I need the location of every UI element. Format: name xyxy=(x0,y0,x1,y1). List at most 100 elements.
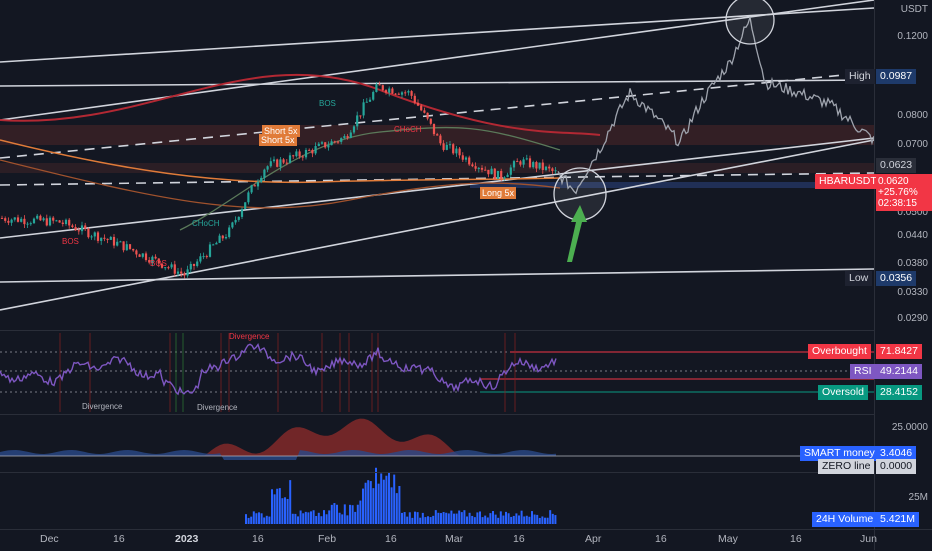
candle-body xyxy=(330,141,333,146)
candle-body xyxy=(439,135,442,144)
zero-line-label: ZERO line xyxy=(818,459,875,474)
bos-label: BOS xyxy=(62,237,79,246)
candle-body xyxy=(304,149,308,158)
candle-body xyxy=(202,256,205,258)
ma-red xyxy=(0,73,601,136)
candle-body xyxy=(221,235,224,239)
candle-body xyxy=(112,236,116,246)
candle-body xyxy=(471,164,474,167)
price-tick: 0.0800 xyxy=(897,110,928,121)
candle-body xyxy=(80,225,84,232)
candle-body xyxy=(410,91,413,96)
volume-bar xyxy=(250,516,253,524)
choch-label: CHoCH xyxy=(394,125,422,134)
candle-body xyxy=(253,185,256,187)
zero-line-value: 0.0000 xyxy=(876,459,917,474)
volume-bar xyxy=(273,494,276,524)
volume-bar xyxy=(359,500,362,524)
volume-bar xyxy=(338,512,341,524)
volume-bar xyxy=(411,517,414,524)
volume-bar xyxy=(364,482,367,524)
candle-body xyxy=(407,91,410,93)
candle-body xyxy=(292,155,295,157)
volume-bar xyxy=(525,515,528,524)
candle-body xyxy=(522,159,525,165)
candle-body xyxy=(442,143,445,150)
candle-body xyxy=(100,237,103,241)
volume-bar xyxy=(447,513,450,524)
candle-body xyxy=(359,115,362,117)
volume-bar xyxy=(351,505,354,524)
candle-body xyxy=(554,170,557,172)
volume-bar xyxy=(408,512,411,524)
candle-body xyxy=(384,90,388,93)
volume-bar xyxy=(369,481,372,524)
overbought-label: Overbought xyxy=(808,344,871,359)
mid-level-value: 0.0623 xyxy=(876,158,917,173)
candle-body xyxy=(52,217,55,221)
candle-body xyxy=(144,253,148,261)
volume-bar xyxy=(479,511,481,524)
candle-body xyxy=(429,118,432,124)
smart-money-blue-area xyxy=(0,450,556,460)
volume-bar xyxy=(310,511,312,524)
low-label: Low xyxy=(845,271,873,286)
bos-label: BOS xyxy=(319,99,336,108)
candle-body xyxy=(343,136,346,139)
candle-body xyxy=(20,218,23,222)
candle-body xyxy=(250,185,253,193)
volume-bar xyxy=(416,512,419,524)
candle-body xyxy=(311,149,314,154)
price-change: +25.76% xyxy=(878,187,918,198)
volume-bar xyxy=(424,517,427,524)
candle-body xyxy=(266,166,269,170)
volume-bar xyxy=(255,513,258,524)
candle-body xyxy=(173,264,176,274)
volume-bar xyxy=(343,504,346,524)
candle-body xyxy=(160,263,164,268)
candle-body xyxy=(324,142,327,148)
low-value: 0.0356 xyxy=(876,271,917,286)
volume-bar xyxy=(304,511,307,524)
rsi-line xyxy=(0,343,557,396)
candle-body xyxy=(167,267,170,269)
volume-bar xyxy=(398,485,401,524)
pane-separator-volume[interactable] xyxy=(0,472,932,473)
projection-line xyxy=(557,16,875,195)
candle-body xyxy=(0,217,4,219)
price-tick: 0.0380 xyxy=(897,258,928,269)
candle-body xyxy=(551,168,554,171)
candle-body xyxy=(484,169,487,171)
volume-bar xyxy=(453,513,455,524)
candle-body xyxy=(282,159,285,163)
candle-body xyxy=(381,85,384,91)
candle-body xyxy=(170,264,173,268)
candle-body xyxy=(87,228,90,238)
volume-bar xyxy=(515,513,518,524)
candle-body xyxy=(71,225,74,228)
candle-body xyxy=(122,241,125,251)
volume-label: 24H Volume xyxy=(812,512,878,527)
time-axis[interactable] xyxy=(0,529,932,551)
candle-body xyxy=(263,169,266,178)
oversold-label: Oversold xyxy=(818,385,869,400)
candle-body xyxy=(420,105,423,111)
date-tick: Apr xyxy=(585,533,602,545)
candle-body xyxy=(404,92,407,94)
date-tick: 16 xyxy=(790,533,802,545)
candle-body xyxy=(58,220,61,223)
volume-bar xyxy=(265,515,268,524)
candle-body xyxy=(116,241,119,246)
candle-body xyxy=(400,92,404,95)
volume-bar xyxy=(520,510,523,524)
candle-body xyxy=(176,271,180,274)
pane-separator-rsi[interactable] xyxy=(0,330,932,331)
pane-separator-smart[interactable] xyxy=(0,414,932,415)
volume-bar xyxy=(380,473,383,524)
volume-bar xyxy=(497,517,500,524)
candle-body xyxy=(154,256,157,259)
candle-body xyxy=(183,273,186,276)
volume-bar xyxy=(252,511,255,524)
volume-bar xyxy=(523,516,526,524)
